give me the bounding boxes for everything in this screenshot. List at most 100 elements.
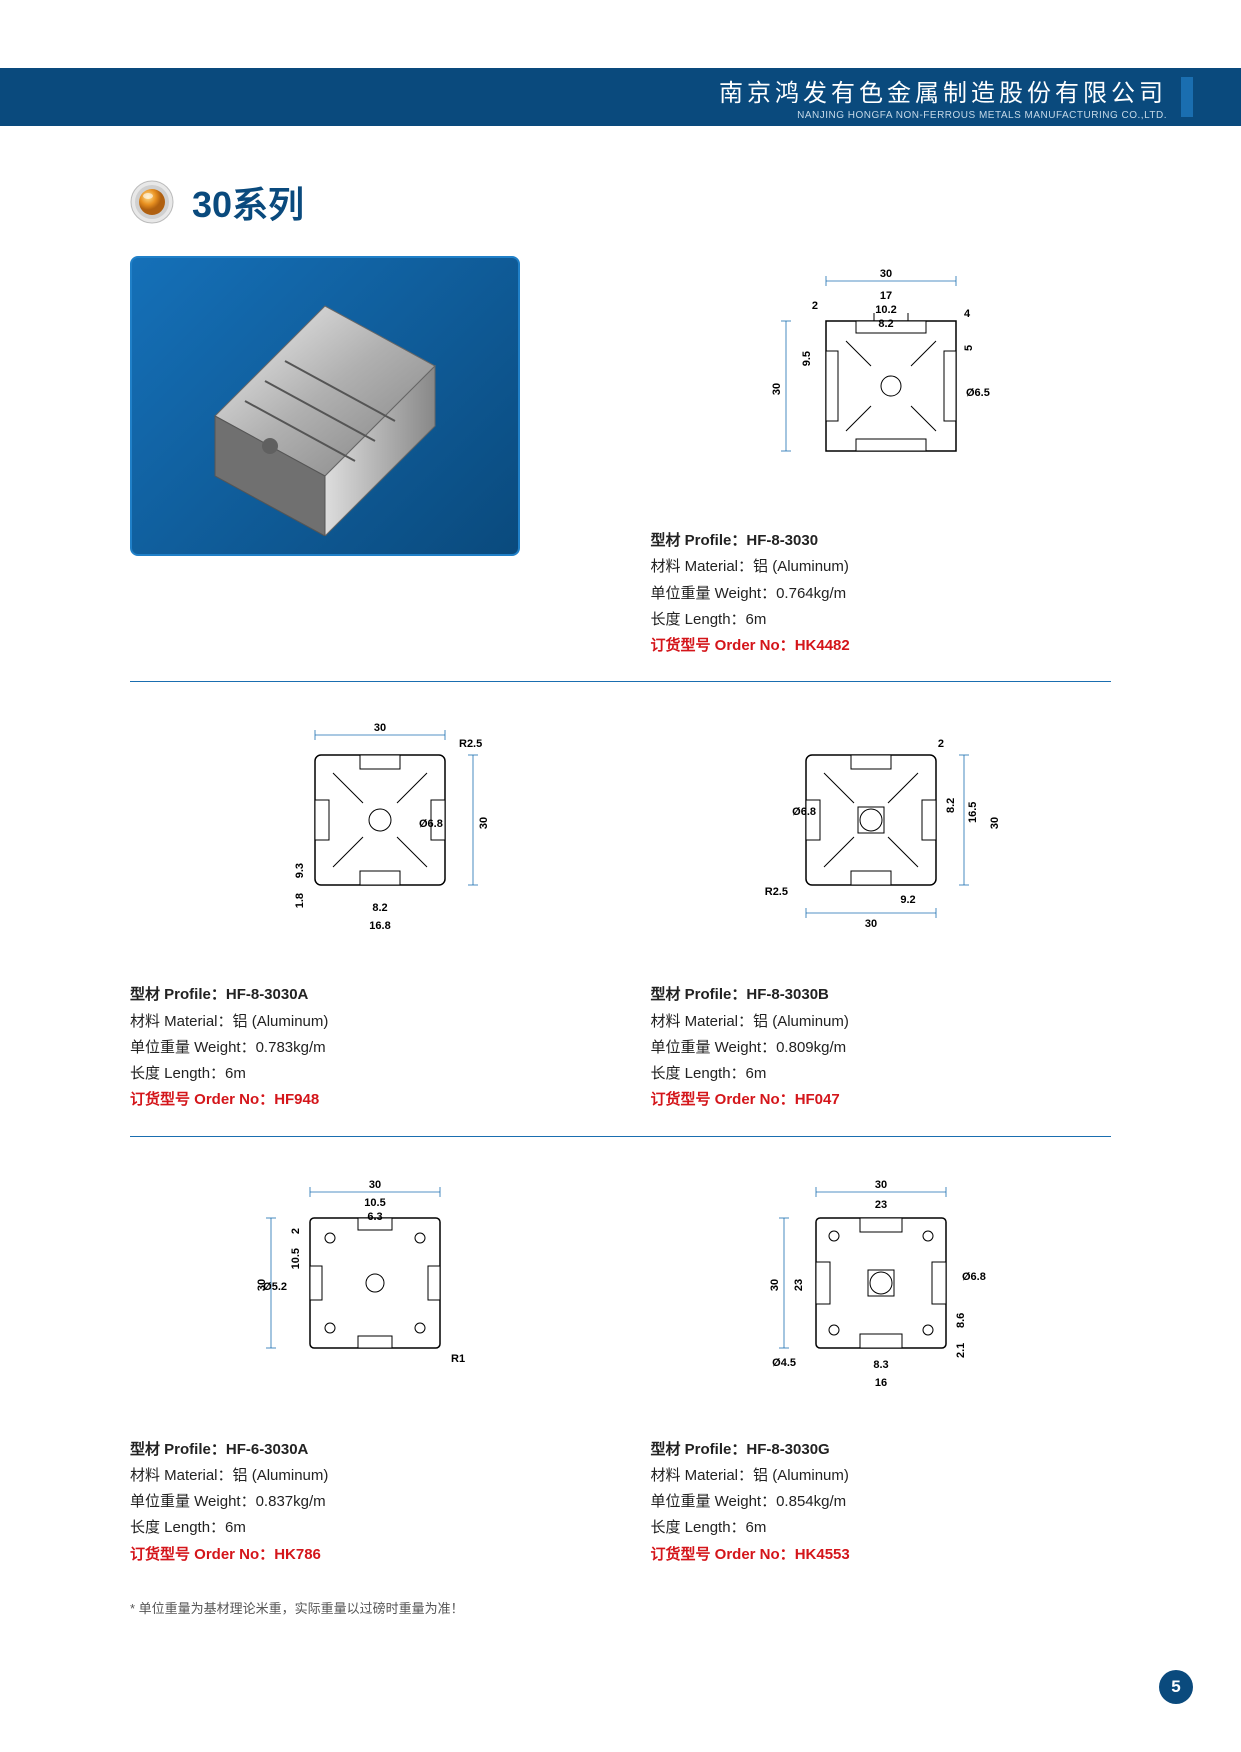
dim-label: Ø4.5: [772, 1357, 796, 1369]
value: 6m: [746, 611, 767, 628]
value: HF-8-3030: [746, 532, 818, 549]
dim-label: 8.3: [873, 1359, 888, 1371]
value: HF948: [274, 1091, 319, 1108]
dim-label: 17: [880, 290, 892, 302]
dim-label: 8.2: [945, 798, 957, 813]
dim-label: 23: [875, 1199, 887, 1211]
footnote: * 单位重量为基材理论米重，实际重量以过磅时重量为准！: [130, 1598, 1111, 1617]
dim-label: 2: [290, 1228, 302, 1234]
spec-block: 型材 Profile：HF-8-3030G 材料 Material：铝 (Alu…: [651, 1437, 1112, 1568]
dim-label: 30: [880, 268, 892, 280]
dim-label: 6.3: [368, 1211, 383, 1223]
dim-label: 30: [875, 1179, 887, 1191]
value: HF-8-3030B: [746, 986, 829, 1003]
value: 0.837kg/m: [256, 1493, 326, 1510]
dim-label: 10.5: [365, 1197, 386, 1209]
header-accent-bar: [1181, 77, 1193, 117]
company-name-block: 南京鸿发有色金属制造股份有限公司 NANJING HONGFA NON-FERR…: [719, 73, 1167, 121]
dim-label: 9.5: [801, 351, 813, 366]
dim-label: 8.2: [878, 318, 893, 330]
dim-label: Ø6.8: [962, 1271, 986, 1283]
dim-label: R2.5: [765, 886, 788, 898]
profile-diagram-4: 30 10.5 6.3 10.5 2 Ø5.2 30 R1: [130, 1165, 591, 1425]
dim-label: Ø6.5: [966, 387, 990, 399]
profile-diagram-1: 30 17 10.2 8.2 2 4 9.5 5 30 Ø6.5: [651, 256, 1112, 516]
section-divider: [130, 681, 1111, 682]
label: 材料 Material：: [651, 1467, 754, 1484]
dim-label: R1: [451, 1353, 465, 1365]
label: 长度 Length：: [130, 1519, 225, 1536]
value: HF047: [795, 1091, 840, 1108]
label: 材料 Material：: [651, 558, 754, 575]
label: 订货型号 Order No：: [651, 1546, 795, 1563]
label: 订货型号 Order No：: [130, 1091, 274, 1108]
value: 0.809kg/m: [776, 1039, 846, 1056]
dim-label: 5: [963, 345, 975, 351]
value: 铝 (Aluminum): [233, 1013, 329, 1030]
dim-label: R2.5: [459, 738, 482, 750]
spec-block: 型材 Profile：HF-6-3030A 材料 Material：铝 (Alu…: [130, 1437, 591, 1568]
series-header: 30系列: [130, 176, 1111, 228]
value: HK4553: [795, 1546, 850, 1563]
label: 材料 Material：: [130, 1013, 233, 1030]
label: 单位重量 Weight：: [130, 1039, 256, 1056]
dim-label: 30: [256, 1278, 268, 1290]
spec-block: 型材 Profile：HF-8-3030A 材料 Material：铝 (Alu…: [130, 982, 591, 1113]
label: 型材 Profile：: [651, 986, 747, 1003]
label: 单位重量 Weight：: [130, 1493, 256, 1510]
dim-label: 30: [771, 383, 783, 395]
dim-label: 16.8: [370, 920, 391, 932]
dim-label: 16: [875, 1377, 887, 1389]
dim-label: 10.2: [875, 304, 896, 316]
value: HF-8-3030A: [226, 986, 309, 1003]
page-number: 5: [1159, 1670, 1193, 1704]
value: 铝 (Aluminum): [233, 1467, 329, 1484]
label: 订货型号 Order No：: [651, 637, 795, 654]
label: 单位重量 Weight：: [651, 1493, 777, 1510]
dim-label: 30: [769, 1278, 781, 1290]
spec-block: 型材 Profile：HF-8-3030B 材料 Material：铝 (Alu…: [651, 982, 1112, 1113]
value: 6m: [746, 1065, 767, 1082]
label: 长度 Length：: [130, 1065, 225, 1082]
dim-label: Ø6.8: [792, 806, 816, 818]
value: 0.783kg/m: [256, 1039, 326, 1056]
company-header: 南京鸿发有色金属制造股份有限公司 NANJING HONGFA NON-FERR…: [0, 68, 1241, 126]
section-divider: [130, 1136, 1111, 1137]
dim-label: 30: [865, 918, 877, 930]
dim-label: 9.3: [294, 863, 306, 878]
label: 长度 Length：: [651, 611, 746, 628]
profile-diagram-3: 2 Ø6.8 8.2 16.5 30 R2.5 9.2 30: [651, 710, 1112, 970]
label: 长度 Length：: [651, 1519, 746, 1536]
dim-label: 1.8: [294, 893, 306, 908]
value: 铝 (Aluminum): [753, 1013, 849, 1030]
series-bullet-icon: [130, 180, 174, 224]
dim-label: 30: [478, 817, 490, 829]
dim-label: 8.2: [373, 902, 388, 914]
value: HK786: [274, 1546, 321, 1563]
value: 0.854kg/m: [776, 1493, 846, 1510]
product-photo: [130, 256, 520, 556]
profile-diagram-2: 30 R2.5 Ø6.8 30 9.3 1.8 8.2 16.8: [130, 710, 591, 970]
label: 订货型号 Order No：: [651, 1091, 795, 1108]
label: 材料 Material：: [130, 1467, 233, 1484]
dim-label: 8.6: [955, 1312, 967, 1327]
label: 材料 Material：: [651, 1013, 754, 1030]
company-name-cn: 南京鸿发有色金属制造股份有限公司: [719, 73, 1167, 108]
label: 型材 Profile：: [130, 986, 226, 1003]
dim-label: 10.5: [290, 1248, 302, 1269]
value: 6m: [746, 1519, 767, 1536]
label: 型材 Profile：: [651, 1441, 747, 1458]
value: HF-6-3030A: [226, 1441, 309, 1458]
dim-label: 2: [812, 300, 818, 312]
value: 6m: [225, 1519, 246, 1536]
dim-label: Ø6.8: [419, 818, 443, 830]
dim-label: 16.5: [967, 802, 979, 823]
dim-label: 2.1: [955, 1342, 967, 1357]
value: HF-8-3030G: [746, 1441, 829, 1458]
dim-label: 30: [374, 722, 386, 734]
value: 0.764kg/m: [776, 585, 846, 602]
label: 长度 Length：: [651, 1065, 746, 1082]
value: 6m: [225, 1065, 246, 1082]
label: 单位重量 Weight：: [651, 1039, 777, 1056]
value: HK4482: [795, 637, 850, 654]
